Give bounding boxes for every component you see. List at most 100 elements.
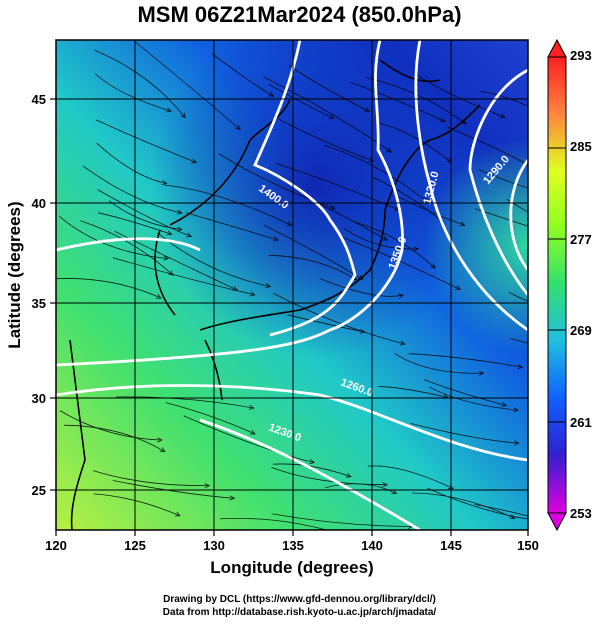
streamline <box>263 224 363 280</box>
streamline <box>353 221 436 269</box>
streamline <box>272 513 413 527</box>
streamline-arrowhead <box>440 117 446 122</box>
streamline <box>82 165 182 214</box>
streamline <box>164 184 292 226</box>
streamline-arrowhead <box>399 340 406 346</box>
streamline-arrowhead <box>159 447 166 453</box>
streamline <box>273 463 352 478</box>
streamline <box>408 353 523 368</box>
streamline-arrowhead <box>345 472 352 478</box>
streamline-arrowhead <box>232 285 239 291</box>
streamline-arrowhead <box>191 158 198 164</box>
streamline <box>134 41 241 130</box>
lat-lon-grid <box>56 40 528 530</box>
streamline-arrowhead <box>391 489 398 494</box>
streamline <box>97 189 192 237</box>
streamline-arrowhead <box>166 107 173 113</box>
streamline-arrowhead <box>459 221 466 227</box>
colorbar-label: 253 <box>570 506 592 521</box>
streamline <box>186 212 279 241</box>
streamline-arrowhead <box>413 246 420 252</box>
streamline-arrowhead <box>249 429 256 435</box>
streamline-arrowhead <box>204 483 211 489</box>
streamline <box>447 127 528 166</box>
streamline <box>92 470 210 487</box>
streamline <box>506 198 528 213</box>
streamline-arrowhead <box>168 270 174 276</box>
streamline <box>287 314 365 333</box>
streamline-arrowhead <box>382 235 388 241</box>
streamline-arrowhead <box>513 440 520 446</box>
y-tick-label: 45 <box>32 92 46 107</box>
streamline-arrowhead <box>422 197 429 203</box>
streamline <box>324 145 428 203</box>
streamline <box>508 291 528 302</box>
streamline-arrowhead <box>157 437 163 443</box>
y-tick-label: 30 <box>32 391 46 406</box>
streamline <box>411 492 515 519</box>
streamline-arrowhead <box>398 293 404 299</box>
y-tick-labels: 25 30 35 40 45 <box>32 92 46 498</box>
streamline <box>366 77 467 125</box>
colorbar-gradient <box>547 56 567 514</box>
x-tick-label: 145 <box>440 538 462 553</box>
streamline-arrowhead <box>166 230 173 236</box>
streamline-arrowhead <box>478 370 485 376</box>
streamline-arrowhead <box>186 232 193 238</box>
colorbar-label: 261 <box>570 415 592 430</box>
x-axis-label: Longitude (degrees) <box>210 558 374 577</box>
streamline-arrowhead <box>382 482 389 488</box>
streamline <box>108 200 182 230</box>
streamline-arrowhead <box>286 221 293 226</box>
streamline-arrowhead <box>249 291 256 297</box>
streamline <box>112 480 235 499</box>
streamline <box>112 257 255 296</box>
streamline <box>56 278 162 299</box>
streamline-arrowhead <box>235 124 241 131</box>
streamline-arrowhead <box>570 129 575 133</box>
streamline-arrowhead <box>517 364 524 370</box>
streamline-arrowhead <box>499 113 506 119</box>
streamline <box>314 201 388 241</box>
streamline <box>377 386 448 398</box>
streamline <box>116 396 254 409</box>
streamline <box>94 49 186 118</box>
streamline-arrowhead <box>163 255 170 261</box>
x-tick-label: 140 <box>361 538 383 553</box>
streamline <box>63 424 166 453</box>
streamline-arrowhead <box>574 310 579 314</box>
streamline-arrowhead <box>368 157 375 163</box>
streamline <box>211 53 274 97</box>
streamline-arrowhead <box>532 518 537 522</box>
x-tick-labels: 120 125 130 135 140 145 150 <box>45 538 539 553</box>
colorbar-bottom-arrow <box>547 512 567 532</box>
streamline <box>273 292 406 345</box>
x-tick-label: 150 <box>517 538 539 553</box>
streamline <box>340 236 461 290</box>
y-tick-label: 25 <box>32 483 46 498</box>
streamline-arrowhead <box>513 407 519 413</box>
streamline <box>288 65 370 112</box>
streamline <box>324 483 397 494</box>
streamline-arrowhead <box>386 147 392 153</box>
x-tick-label: 135 <box>282 538 304 553</box>
streamline <box>410 423 519 444</box>
streamline-arrowhead <box>329 204 336 210</box>
credit-line-data: Data from http://database.rish.kyoto-u.a… <box>162 607 437 618</box>
streamline-arrowhead <box>268 91 275 97</box>
streamline-arrowhead <box>328 114 335 119</box>
plot-frame <box>55 39 529 531</box>
streamline <box>94 73 172 112</box>
streamline <box>320 278 404 297</box>
streamline-arrowhead <box>430 263 436 269</box>
streamline-arrowhead <box>349 535 354 539</box>
streamline-arrowhead <box>501 401 508 407</box>
streamline <box>219 518 328 530</box>
streamline <box>165 402 256 435</box>
streamline-arrowhead <box>446 157 453 164</box>
x-tick-label: 125 <box>124 538 146 553</box>
streamline <box>427 487 528 520</box>
streamline <box>428 386 519 411</box>
x-tick-label: 130 <box>203 538 225 553</box>
